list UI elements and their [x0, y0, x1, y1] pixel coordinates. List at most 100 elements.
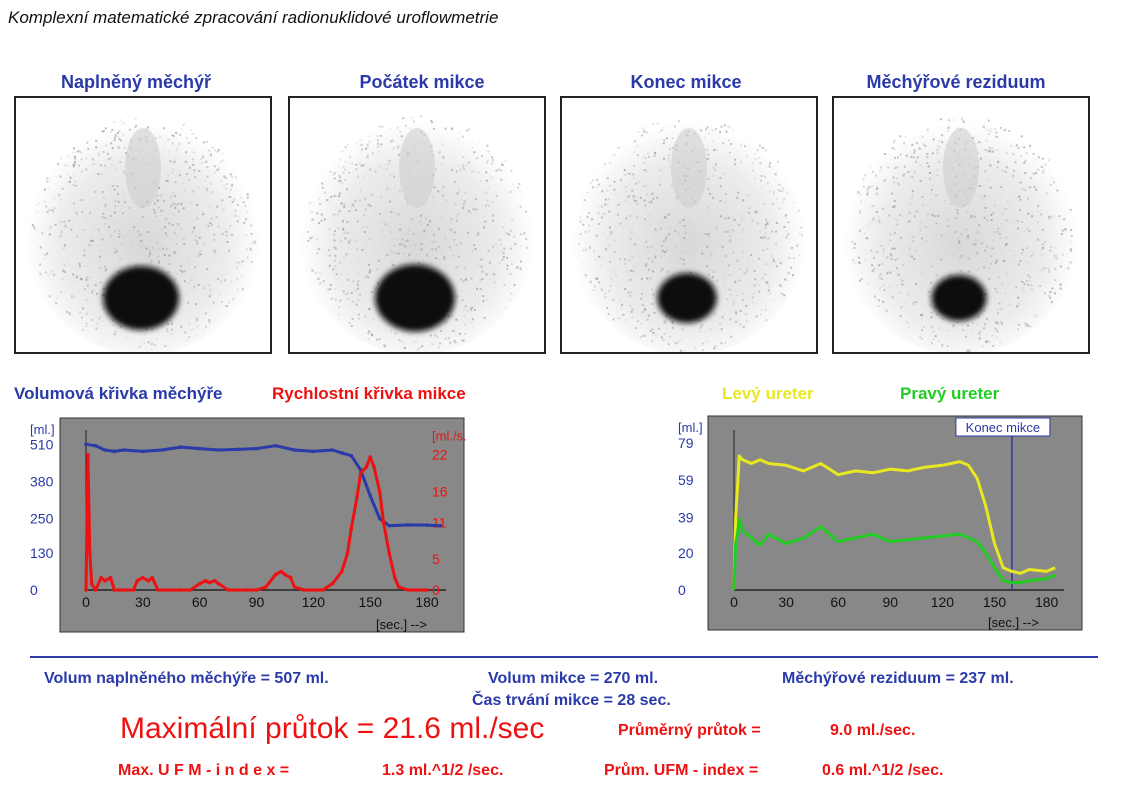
data-point	[207, 580, 211, 585]
data-point	[368, 493, 373, 498]
x-tick-label: 0	[730, 594, 738, 610]
data-point	[216, 582, 221, 586]
y-left-tick-label: 39	[678, 509, 694, 525]
legend-left-ureter: Levý ureter	[722, 384, 814, 403]
data-point	[292, 585, 297, 589]
data-point	[141, 575, 145, 580]
result-volume-mict: Volum mikce = 270 ml.	[488, 670, 659, 687]
x-tick-label: 120	[302, 594, 326, 610]
data-point	[425, 588, 429, 592]
data-point	[345, 551, 350, 555]
data-point	[88, 551, 92, 555]
data-point	[358, 471, 363, 475]
data-point	[93, 443, 98, 448]
data-point	[283, 572, 287, 577]
x-tick-label: 180	[1035, 594, 1059, 610]
data-point	[415, 588, 420, 592]
result-max-ufm-value: 1.3 ml.^1/2 /sec.	[382, 762, 504, 779]
data-point	[368, 455, 373, 459]
body-halo	[843, 111, 1079, 352]
scan-image-mict-end	[560, 96, 818, 354]
data-point	[406, 523, 410, 527]
legend-speed-curve: Rychlostní křivka mikce	[272, 384, 466, 403]
y-left-tick-label: 510	[30, 436, 54, 452]
y-right-tick-label: 5	[432, 551, 440, 567]
data-point	[377, 516, 382, 521]
data-point	[438, 523, 443, 528]
series-line-2	[732, 517, 1056, 591]
result-avg-flow-value: 9.0 ml./sec.	[830, 722, 916, 739]
y-left-tick-label: 380	[30, 473, 54, 489]
x-unit-label: [sec.] -->	[376, 617, 427, 632]
data-point	[349, 526, 354, 531]
data-point	[178, 588, 183, 592]
bladder-activity	[375, 264, 455, 332]
legend-volume-curve: Volumová křivka měchýře	[14, 384, 223, 403]
x-tick-label: 60	[192, 594, 208, 610]
data-point	[245, 588, 249, 592]
image-label-full-bladder: Naplněný měchýř	[60, 72, 212, 92]
data-point	[93, 588, 98, 592]
data-point	[89, 582, 94, 586]
scan-image-mict-start	[288, 96, 546, 354]
result-avg-flow-label: Průměrný průtok =	[618, 722, 761, 739]
data-point	[156, 588, 160, 592]
bladder-activity	[657, 273, 717, 323]
body-halo	[571, 111, 807, 352]
x-unit-label: [sec.] -->	[988, 615, 1039, 630]
data-point	[311, 588, 316, 592]
x-tick-label: 30	[135, 594, 151, 610]
data-point	[387, 551, 392, 555]
data-point	[264, 585, 268, 589]
spine-shadow	[125, 128, 161, 208]
annotation-label: Konec mikce	[966, 420, 1040, 435]
data-point	[160, 448, 164, 452]
result-avg-ufm-value: 0.6 ml.^1/2 /sec.	[822, 762, 944, 779]
x-tick-label: 0	[82, 594, 90, 610]
data-point	[86, 452, 90, 457]
data-point	[84, 588, 88, 592]
data-point	[364, 465, 369, 469]
bladder-activity	[931, 274, 987, 322]
data-point	[349, 453, 354, 458]
y-right-unit-label: [ml./s.]	[432, 429, 466, 444]
data-point	[131, 588, 136, 592]
ureter-chart: 0 30 60 90 120 150 180 [sec.] --> 0 20 39 59 79 [ml.]…	[664, 410, 1084, 636]
data-point	[84, 442, 88, 447]
bladder-activity	[103, 266, 179, 330]
data-point	[216, 448, 221, 452]
data-point	[197, 582, 202, 586]
data-point	[311, 449, 316, 454]
image-label-residual: Měchýřové reziduum	[866, 72, 1046, 92]
data-point	[321, 588, 325, 592]
scan-svg	[299, 111, 535, 352]
data-point	[122, 588, 126, 592]
data-point	[273, 572, 278, 577]
data-point	[381, 520, 386, 525]
legend-right-ureter: Pravý ureter	[900, 384, 1000, 403]
y-left-tick-label: 0	[30, 582, 38, 598]
data-point	[169, 588, 174, 592]
image-label-mict-end: Konec mikce	[630, 72, 742, 92]
x-tick-label: 180	[415, 594, 439, 610]
scan-svg	[571, 111, 807, 352]
data-point	[387, 523, 392, 528]
spine-shadow	[671, 128, 707, 208]
annotation-box	[955, 417, 1051, 437]
data-point	[302, 588, 306, 592]
data-point	[135, 579, 139, 583]
bladder-chart-svg: 0 30 60 90 120 150 180[sec.] -->0130250380510[…	[14, 410, 466, 636]
data-point	[118, 588, 122, 592]
y-left-tick-label: 59	[678, 472, 694, 488]
data-point	[425, 523, 429, 527]
x-tick-label: 150	[983, 594, 1007, 610]
y-right-tick-label: 22	[432, 447, 448, 463]
data-point	[396, 585, 401, 589]
result-residual: Měchýřové reziduum = 237 ml.	[782, 670, 1014, 687]
scan-svg	[843, 111, 1079, 352]
y-left-unit-label: [ml.]	[30, 422, 55, 437]
data-point	[235, 588, 240, 592]
data-point	[292, 448, 297, 452]
y-left-tick-label: 79	[678, 435, 694, 451]
y-left-tick-label: 0	[678, 582, 686, 598]
